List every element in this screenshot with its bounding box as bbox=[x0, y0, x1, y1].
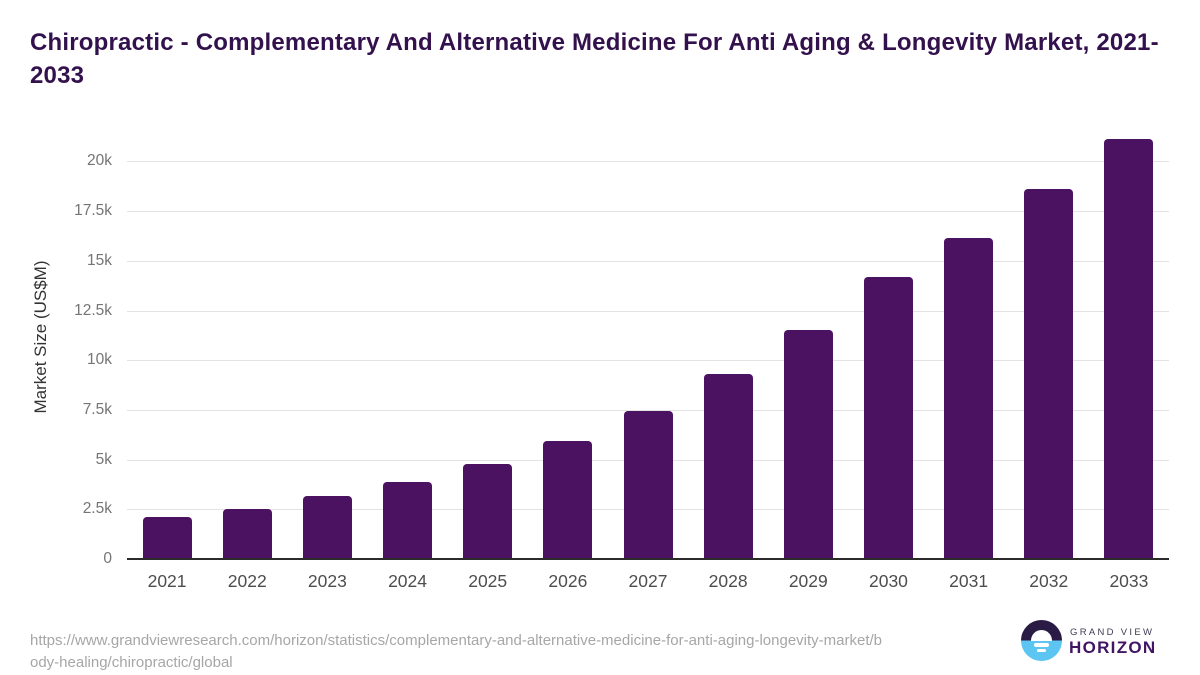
source-url-line-2: ody-healing/chiropractic/global bbox=[30, 654, 233, 671]
x-tick-label-2027: 2027 bbox=[628, 571, 668, 591]
bar-2022[interactable] bbox=[222, 509, 272, 559]
y-tick-label: 0 bbox=[103, 550, 112, 567]
gridline-17.5k bbox=[127, 211, 1169, 213]
brand-name-top: GRAND VIEW bbox=[1070, 627, 1155, 638]
x-tick-label-2022: 2022 bbox=[227, 571, 267, 591]
sun-reflection-bar bbox=[1037, 648, 1046, 653]
gridline-15k bbox=[127, 260, 1169, 262]
brand-name-bottom: HORIZON bbox=[1069, 638, 1157, 657]
bar-2026[interactable] bbox=[543, 440, 593, 559]
bar-2030[interactable] bbox=[863, 276, 913, 559]
x-tick-label-2024: 2024 bbox=[388, 571, 427, 591]
gridline-7.5k bbox=[127, 409, 1169, 411]
x-tick-label-2023: 2023 bbox=[307, 571, 347, 591]
source-url: https://www.grandviewresearch.com/horizo… bbox=[30, 630, 970, 674]
x-axis-line bbox=[127, 558, 1169, 560]
bar-2027[interactable] bbox=[623, 410, 673, 559]
chart-title: Chiropractic - Complementary And Alterna… bbox=[30, 29, 1159, 89]
bar-2033[interactable] bbox=[1104, 138, 1154, 559]
x-tick-label-2028: 2028 bbox=[708, 571, 748, 591]
y-tick-label: 5k bbox=[95, 450, 112, 468]
gridline-12.5k bbox=[127, 310, 1169, 312]
y-tick-label: 12.5k bbox=[74, 301, 112, 319]
x-tick-label-2031: 2031 bbox=[949, 571, 989, 591]
x-tick-label-2030: 2030 bbox=[868, 571, 908, 591]
x-tick-label-2021: 2021 bbox=[147, 571, 187, 591]
horizon-sun-icon bbox=[1021, 620, 1062, 661]
x-tick-label-2029: 2029 bbox=[788, 571, 828, 591]
x-tick-label-2026: 2026 bbox=[548, 571, 588, 591]
bar-2029[interactable] bbox=[783, 330, 833, 559]
bar-2031[interactable] bbox=[944, 237, 994, 559]
gridline-10k bbox=[127, 360, 1169, 362]
y-tick-label: 2.5k bbox=[82, 500, 112, 518]
source-url-line-1: https://www.grandviewresearch.com/horizo… bbox=[30, 632, 883, 649]
x-tick-label-2033: 2033 bbox=[1109, 571, 1149, 591]
bar-2021[interactable] bbox=[142, 517, 192, 559]
bar-2024[interactable] bbox=[383, 482, 433, 559]
sun-dome-shape bbox=[1031, 630, 1052, 641]
gridline-20k bbox=[127, 161, 1169, 163]
y-tick-label: 10k bbox=[87, 351, 112, 369]
bar-2025[interactable] bbox=[463, 463, 513, 559]
bar-2028[interactable] bbox=[703, 374, 753, 559]
y-tick-label: 7.5k bbox=[82, 400, 112, 418]
x-tick-label-2025: 2025 bbox=[468, 571, 508, 591]
sun-reflection-bar bbox=[1034, 643, 1049, 647]
y-tick-label: 17.5k bbox=[74, 202, 112, 220]
bar-2023[interactable] bbox=[302, 496, 352, 559]
y-axis-title: Market Size (US$M) bbox=[31, 260, 50, 414]
bar-2032[interactable] bbox=[1024, 189, 1074, 559]
y-tick-label: 20k bbox=[87, 152, 112, 170]
x-tick-label-2032: 2032 bbox=[1029, 571, 1069, 591]
y-tick-label: 15k bbox=[87, 251, 112, 269]
grand-view-horizon-logo: GRAND VIEW HORIZON bbox=[1021, 619, 1200, 663]
